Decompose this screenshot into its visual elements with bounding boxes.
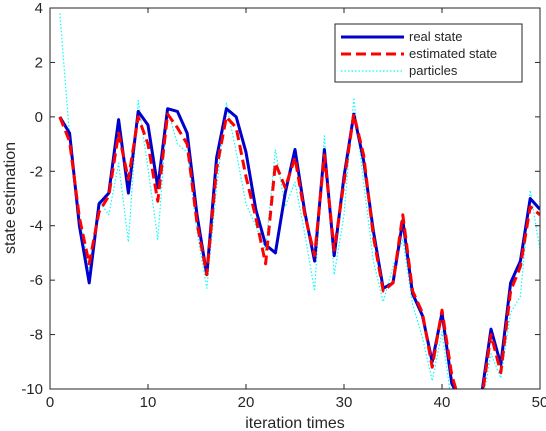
y-tick-label: 4 — [35, 0, 43, 17]
y-tick-label: -10 — [21, 381, 43, 398]
y-tick-label: -2 — [30, 163, 43, 180]
x-tick-label: 50 — [532, 394, 546, 411]
y-tick-label: 0 — [35, 109, 43, 126]
series-layer — [58, 13, 540, 389]
x-tick-label: 40 — [434, 394, 451, 411]
y-axis-label: state estimation — [2, 142, 19, 254]
series-line-estimated-state — [58, 112, 540, 389]
x-tick-label: 20 — [238, 394, 255, 411]
legend-label-real-state: real state — [409, 29, 462, 44]
x-tick-label: 10 — [140, 394, 157, 411]
legend-label-particles: particles — [409, 63, 458, 78]
x-tick-label: 0 — [46, 394, 54, 411]
plot-frame — [49, 7, 541, 390]
y-tick-label: -6 — [30, 272, 43, 289]
y-tick-label: 2 — [35, 54, 43, 71]
legend-box — [334, 23, 523, 83]
legend-label-estimated-state: estimated state — [409, 46, 497, 61]
x-axis-label: iteration times — [245, 415, 345, 431]
y-tick-label: -8 — [30, 327, 43, 344]
legend: real state estimated state particles — [334, 23, 523, 83]
x-tick-label: 30 — [336, 394, 353, 411]
y-tick-label: -4 — [30, 218, 43, 235]
